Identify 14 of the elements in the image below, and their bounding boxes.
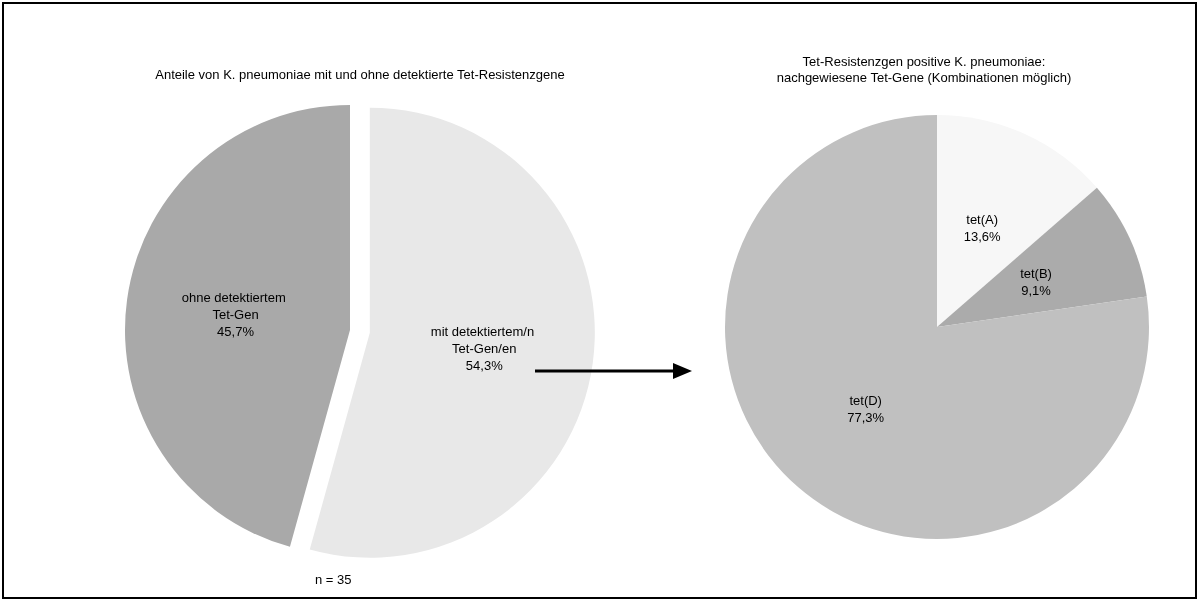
chart-title: Tet-Resistenzgen positive K. pneumoniae: [802, 54, 1046, 69]
data-label: 54,3% [465, 357, 504, 373]
chart-subtitle: nachgewiesene Tet-Gene (Kombinationen möglich) [776, 70, 1072, 85]
slice-label: tet(B) [1020, 265, 1052, 281]
data-label: 13,6% [963, 228, 1002, 244]
data-label: 45,7% [217, 323, 255, 339]
slice-label: mit detektiertem/n Tet-Gen/en [430, 323, 538, 356]
slice-label: tet(A) [966, 211, 999, 227]
chart-title: Anteile von K. pneumoniae mit und ohne detektierte Tet-Resistenzgene [155, 67, 565, 82]
text: n = 35 [315, 572, 352, 587]
data-label: 9,1% [1021, 282, 1052, 298]
slice-label: ohne detektiertem Tet-Gen [181, 289, 290, 322]
data-label: 77,3% [847, 410, 885, 426]
slice-label: tet(D) [849, 393, 882, 409]
